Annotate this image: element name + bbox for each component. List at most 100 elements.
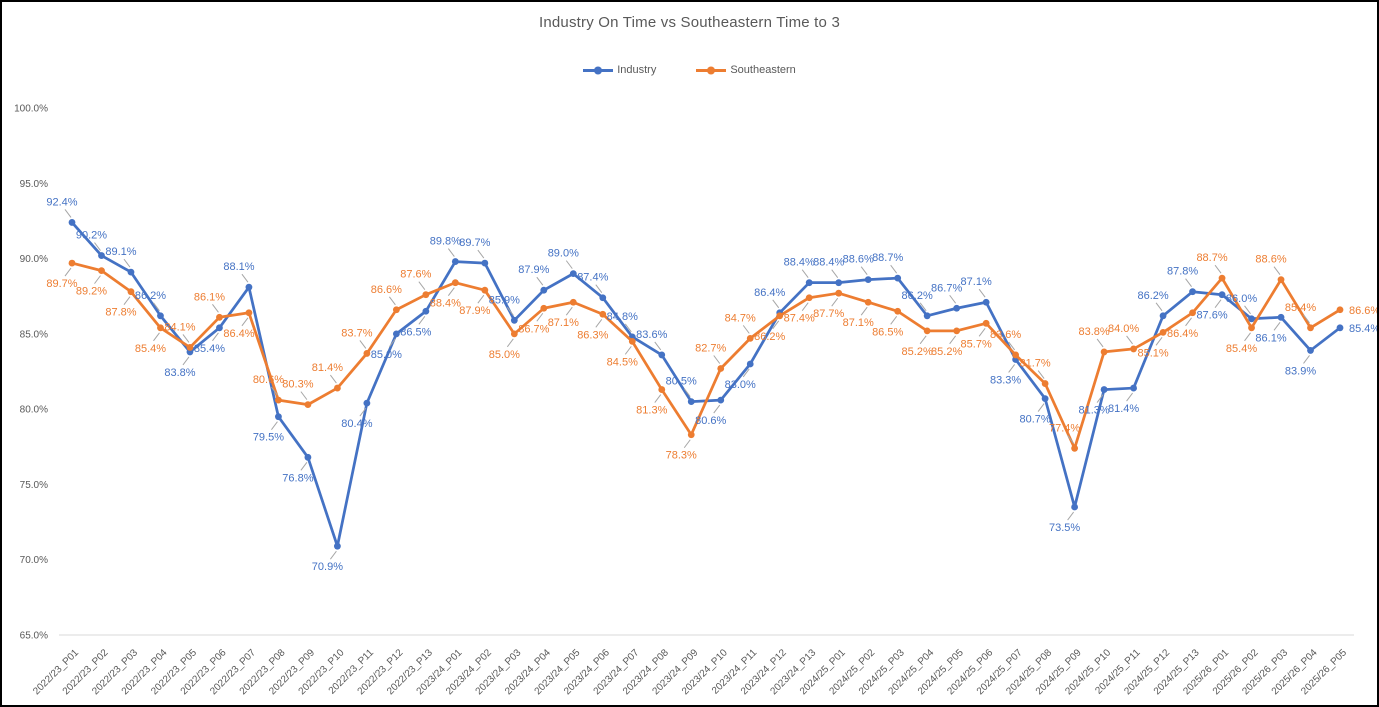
data-label: 89.8% (430, 236, 461, 248)
data-label: 88.4% (430, 298, 461, 310)
data-label: 80.4% (341, 418, 372, 430)
data-label: 83.0% (725, 379, 756, 391)
data-label: 85.1% (1137, 347, 1168, 359)
data-point-industry (1218, 291, 1226, 299)
data-point-industry (1041, 395, 1049, 403)
data-label: 81.4% (1108, 403, 1139, 415)
data-point-industry (569, 270, 577, 278)
data-point-industry (1130, 384, 1137, 392)
data-label: 85.0% (371, 349, 402, 361)
data-point-southeastern (1336, 306, 1344, 314)
y-tick-label: 100.0% (14, 104, 48, 115)
data-point-southeastern (1189, 309, 1196, 317)
data-label: 88.4% (784, 257, 815, 269)
data-label: 85.4% (1285, 302, 1316, 314)
data-point-southeastern (894, 307, 902, 315)
data-label: 85.2% (931, 346, 962, 358)
data-label: 85.4% (1349, 323, 1379, 335)
data-label: 87.4% (784, 313, 815, 325)
data-point-southeastern (127, 288, 135, 296)
legend: Industry Southeastern (2, 64, 1377, 76)
data-point-industry (304, 453, 312, 461)
data-point-southeastern (1071, 444, 1079, 452)
data-label: 80.5% (666, 376, 697, 388)
data-point-industry (599, 294, 607, 302)
y-tick-label: 70.0% (20, 555, 48, 566)
data-label: 83.6% (990, 329, 1021, 341)
data-point-industry (1336, 324, 1344, 332)
y-tick-label: 75.0% (20, 480, 48, 491)
data-label: 81.4% (312, 362, 343, 374)
data-label: 73.5% (1049, 522, 1080, 534)
data-label: 86.7% (931, 282, 962, 294)
data-point-southeastern (1218, 274, 1226, 282)
data-label: 81.3% (636, 405, 667, 417)
data-point-industry (864, 276, 872, 284)
data-point-southeastern (628, 337, 636, 345)
data-point-southeastern (216, 313, 223, 321)
data-label: 89.2% (76, 286, 107, 298)
data-label: 86.7% (518, 323, 549, 335)
data-point-industry (953, 304, 961, 312)
data-point-industry (98, 252, 105, 259)
data-point-southeastern (746, 334, 754, 342)
data-point-southeastern (98, 267, 105, 275)
data-point-southeastern (333, 384, 341, 392)
data-label: 88.4% (813, 257, 844, 269)
data-label: 83.9% (1285, 365, 1316, 377)
data-label: 81.3% (1078, 405, 1109, 417)
data-label: 89.1% (105, 246, 136, 258)
data-point-southeastern (805, 294, 813, 302)
data-point-southeastern (275, 396, 282, 404)
data-label: 80.3% (282, 379, 313, 391)
data-point-industry (1248, 315, 1255, 323)
y-tick-label: 90.0% (20, 254, 48, 265)
legend-label-industry: Industry (617, 64, 657, 76)
data-label: 84.5% (607, 356, 638, 368)
data-label: 92.4% (46, 196, 77, 208)
data-label: 81.7% (1020, 358, 1051, 370)
data-label: 78.3% (666, 450, 697, 462)
data-label: 86.4% (754, 287, 785, 299)
data-label: 84.8% (607, 311, 638, 323)
data-label: 87.6% (400, 269, 431, 281)
data-point-industry (717, 396, 725, 404)
data-point-industry (127, 268, 135, 276)
data-point-southeastern (1248, 324, 1255, 332)
data-label: 88.6% (1255, 254, 1286, 266)
data-label: 86.5% (872, 326, 903, 338)
data-point-southeastern (864, 298, 872, 306)
data-label: 86.4% (1167, 328, 1198, 340)
data-point-industry (392, 330, 400, 338)
data-label: 70.9% (312, 561, 343, 573)
data-point-southeastern (658, 386, 666, 393)
data-label: 87.4% (577, 272, 608, 284)
data-point-southeastern (982, 319, 990, 327)
data-label: 85.4% (135, 343, 166, 355)
y-tick-label: 65.0% (20, 631, 48, 642)
data-point-southeastern (363, 350, 371, 357)
data-point-industry (923, 312, 931, 320)
data-label: 86.1% (194, 291, 225, 303)
data-label: 87.7% (813, 308, 844, 320)
data-point-southeastern (1130, 345, 1137, 353)
data-label: 86.2% (902, 290, 933, 302)
data-label: 87.8% (1167, 266, 1198, 278)
data-label: 87.1% (961, 276, 992, 288)
data-label: 82.7% (695, 342, 726, 354)
legend-item-industry: Industry (583, 64, 656, 76)
data-point-industry (275, 413, 282, 421)
data-point-industry (1189, 288, 1196, 296)
data-point-industry (451, 258, 459, 265)
data-label: 88.7% (1196, 252, 1227, 264)
data-label: 85.0% (489, 349, 520, 361)
data-label: 86.3% (577, 329, 608, 341)
data-point-southeastern (392, 306, 400, 314)
data-point-southeastern (599, 310, 607, 318)
data-point-industry (245, 283, 253, 291)
data-label: 77.4% (1049, 422, 1080, 434)
data-point-southeastern (687, 431, 695, 439)
y-tick-label: 95.0% (20, 179, 48, 190)
data-point-southeastern (569, 298, 577, 306)
